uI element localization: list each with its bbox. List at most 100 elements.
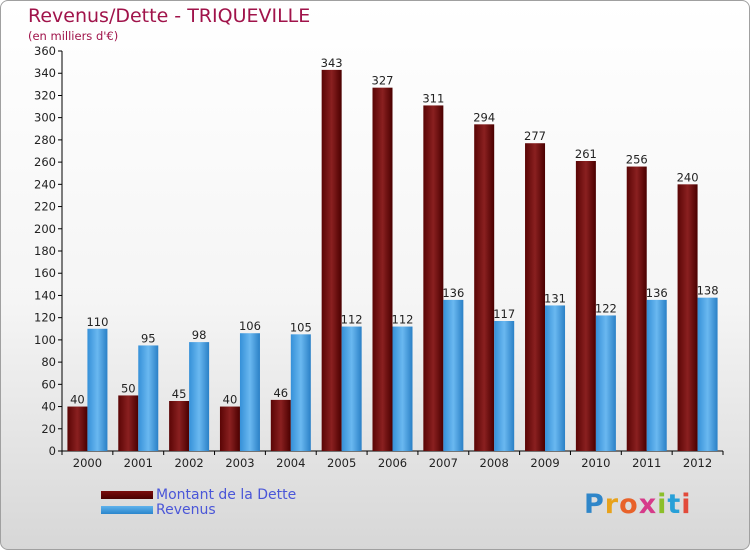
legend-swatch-debt	[101, 490, 153, 499]
debt-value-label: 261	[575, 147, 597, 161]
revenue-value-label: 106	[239, 319, 261, 333]
x-tick-label: 2010	[581, 456, 610, 470]
x-tick-label: 2009	[530, 456, 559, 470]
revenue-value-label: 117	[493, 307, 515, 321]
debt-value-label: 45	[172, 387, 187, 401]
revenue-bar	[138, 345, 159, 451]
bars	[67, 69, 718, 452]
x-tick-label: 2012	[683, 456, 712, 470]
revenue-bar	[392, 326, 413, 451]
revenue-value-label: 98	[192, 328, 207, 342]
revenue-bar	[646, 299, 667, 451]
x-tick-label: 2011	[632, 456, 661, 470]
y-tick-label: 220	[34, 200, 56, 214]
debt-bar	[67, 406, 88, 451]
y-tick-label: 120	[34, 311, 56, 325]
y-tick-label: 280	[34, 133, 56, 147]
y-tick-label: 80	[41, 355, 56, 369]
y-tick-label: 240	[34, 177, 56, 191]
debt-value-label: 46	[273, 386, 288, 400]
x-tick-label: 2002	[174, 456, 203, 470]
x-tick-label: 2004	[276, 456, 305, 470]
legend-item-revenue: Revenus	[101, 501, 296, 518]
revenue-bar	[189, 342, 210, 451]
debt-bar	[423, 105, 444, 451]
debt-bar	[626, 166, 647, 452]
y-tick-label: 60	[41, 377, 56, 391]
y-tick-label: 0	[49, 444, 56, 458]
revenue-bar	[443, 299, 464, 451]
x-tick-label: 2008	[480, 456, 509, 470]
debt-value-label: 50	[121, 381, 136, 395]
legend: Montant de la Dette Revenus	[101, 486, 297, 518]
debt-value-label: 311	[422, 91, 444, 105]
revenue-value-label: 112	[341, 313, 363, 327]
revenue-bar	[595, 315, 616, 451]
x-tick-label: 2005	[327, 456, 356, 470]
legend-swatch-revenue	[101, 505, 153, 514]
y-tick-label: 340	[34, 66, 56, 80]
debt-value-label: 343	[321, 56, 343, 70]
revenue-bar	[290, 334, 311, 451]
y-tick-label: 20	[41, 422, 56, 436]
debt-bar	[169, 401, 190, 451]
debt-value-label: 327	[372, 74, 394, 88]
debt-bar	[118, 395, 139, 451]
legend-item-debt: Montant de la Dette	[101, 486, 297, 503]
debt-value-label: 40	[223, 393, 238, 407]
y-tick-label: 260	[34, 155, 56, 169]
x-tick-label: 2006	[378, 456, 407, 470]
x-tick-label: 2007	[429, 456, 458, 470]
revenue-value-label: 131	[544, 291, 566, 305]
revenue-bar	[87, 328, 108, 451]
revenue-bar	[341, 326, 362, 451]
debt-value-label: 40	[70, 393, 85, 407]
y-tick-label: 140	[34, 288, 56, 302]
y-tick-label: 160	[34, 266, 56, 280]
y-tick-label: 360	[34, 44, 56, 58]
proxiti-logo: Proxiti	[584, 489, 692, 520]
y-tick-label: 300	[34, 111, 56, 125]
debt-bar	[677, 184, 698, 452]
revenue-value-label: 136	[646, 286, 668, 300]
revenue-value-label: 105	[290, 320, 312, 334]
chart-title: Revenus/Dette - TRIQUEVILLE	[28, 5, 311, 27]
x-tick-label: 2000	[73, 456, 102, 470]
y-tick-label: 100	[34, 333, 56, 347]
chart-subtitle: (en milliers d'€)	[28, 29, 119, 43]
revenue-value-label: 110	[86, 315, 108, 329]
revenue-bar	[239, 333, 260, 451]
legend-label-debt: Montant de la Dette	[156, 486, 297, 503]
debt-bar	[525, 143, 546, 451]
debt-value-label: 256	[626, 153, 648, 167]
x-tick-label: 2001	[124, 456, 153, 470]
debt-value-label: 277	[524, 129, 546, 143]
revenue-value-label: 136	[442, 286, 464, 300]
debt-bar	[219, 406, 240, 451]
y-tick-label: 40	[41, 400, 56, 414]
debt-value-label: 294	[473, 110, 495, 124]
logo-letter: o	[619, 489, 639, 520]
revenue-bar	[697, 297, 718, 451]
debt-bar	[474, 124, 495, 451]
logo-letter: P	[584, 489, 605, 520]
debt-bar	[575, 161, 596, 451]
legend-label-revenue: Revenus	[156, 501, 216, 518]
logo-letter: r	[604, 489, 620, 520]
debt-value-label: 240	[677, 170, 699, 184]
y-tick-label: 320	[34, 88, 56, 102]
x-tick-label: 2003	[225, 456, 254, 470]
y-tick-label: 180	[34, 244, 56, 258]
revenue-value-label: 112	[392, 313, 414, 327]
revenue-value-label: 122	[595, 301, 617, 315]
debt-bar	[372, 87, 393, 452]
revenue-value-label: 138	[697, 284, 719, 298]
debt-bar	[270, 399, 291, 451]
logo-letter: i	[681, 489, 692, 520]
logo-letter: t	[667, 489, 682, 520]
revenue-bar	[494, 321, 515, 451]
logo-letter: x	[638, 489, 658, 520]
revenue-bar	[545, 305, 566, 451]
